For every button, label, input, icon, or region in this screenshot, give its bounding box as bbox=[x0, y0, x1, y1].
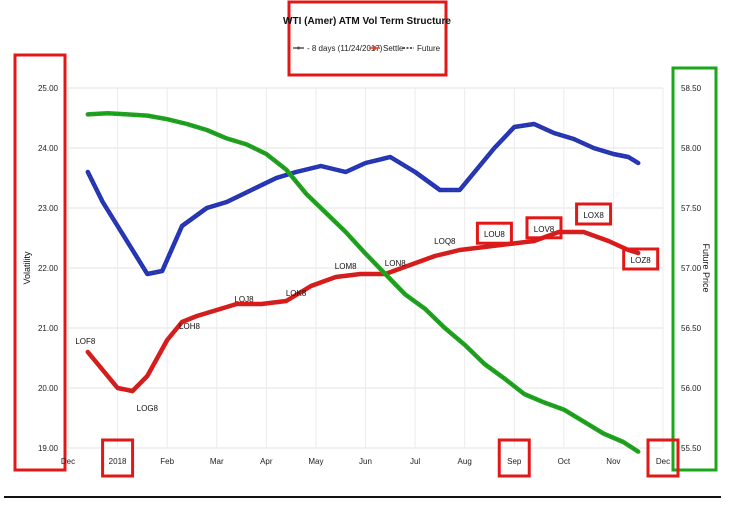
x-tick-label: Apr bbox=[260, 457, 273, 466]
annotation-label: LOH8 bbox=[179, 322, 200, 331]
annotation-label: LOK8 bbox=[286, 289, 307, 298]
title-highlight-box bbox=[289, 2, 446, 75]
series bbox=[88, 113, 638, 451]
x-tick-label: Dec bbox=[61, 457, 75, 466]
annotation-label: LOJ8 bbox=[234, 295, 254, 304]
x-tick-label: Jun bbox=[359, 457, 372, 466]
legend-label-future: Future bbox=[417, 44, 441, 53]
x-tick-label: Jul bbox=[410, 457, 420, 466]
x-tick-label: Nov bbox=[606, 457, 620, 466]
annotation-label: LON8 bbox=[385, 259, 406, 268]
legend-marker-prior-dot bbox=[297, 47, 300, 50]
y2-axis-label: Future Price bbox=[701, 243, 711, 292]
annotation-label: LOX8 bbox=[583, 211, 604, 220]
y2-tick-label: 58.50 bbox=[681, 84, 702, 93]
annotation-label: LOG8 bbox=[137, 404, 159, 413]
x-tick-label: May bbox=[308, 457, 323, 466]
y-tick-label: 19.00 bbox=[38, 444, 59, 453]
chart-title: WTI (Amer) ATM Vol Term Structure bbox=[283, 16, 451, 27]
y2-tick-label: 57.00 bbox=[681, 264, 702, 273]
legend-marker-settle-dot bbox=[373, 46, 377, 50]
x-tick-label: Dec bbox=[656, 457, 670, 466]
y-tick-label: 25.00 bbox=[38, 84, 59, 93]
y-tick-label: 24.00 bbox=[38, 144, 59, 153]
x-tick-label: Oct bbox=[558, 457, 571, 466]
y2-tick-label: 55.50 bbox=[681, 444, 702, 453]
gridlines bbox=[68, 88, 663, 448]
legend-label-settle: Settle bbox=[383, 44, 404, 53]
annotation-label: LOF8 bbox=[75, 337, 96, 346]
x-tick-label: 2018 bbox=[109, 457, 127, 466]
y-tick-label: 23.00 bbox=[38, 204, 59, 213]
y2-tick-label: 58.00 bbox=[681, 144, 702, 153]
annotation-label: LOM8 bbox=[335, 262, 357, 271]
y2-tick-label: 56.50 bbox=[681, 324, 702, 333]
y2-tick-label: 56.00 bbox=[681, 384, 702, 393]
axes: 25.00 24.00 23.00 22.00 21.00 20.00 19.00 58.50… bbox=[38, 84, 702, 476]
annotation-label: LOQ8 bbox=[434, 237, 456, 246]
x-tick-label: Aug bbox=[458, 457, 472, 466]
annotation-label: LOZ8 bbox=[631, 256, 652, 265]
y2-tick-label: 57.50 bbox=[681, 204, 702, 213]
annotations: LOF8 LOG8 LOH8 LOJ8 LOK8 LOM8 LON8 LOQ8 LOU8 LOV8… bbox=[75, 204, 657, 413]
annotation-label: LOV8 bbox=[534, 225, 555, 234]
y-tick-label: 20.00 bbox=[38, 384, 59, 393]
y-axis-label: Volatility bbox=[22, 251, 32, 285]
y-tick-label: 21.00 bbox=[38, 324, 59, 333]
y-tick-label: 22.00 bbox=[38, 264, 59, 273]
x-tick-label: Feb bbox=[160, 457, 174, 466]
x-tick-label: Sep bbox=[507, 457, 522, 466]
annotation-label: LOU8 bbox=[484, 230, 505, 239]
legend: - 8 days (11/24/2017) Settle Future bbox=[293, 44, 441, 53]
x-tick-label: Mar bbox=[210, 457, 224, 466]
